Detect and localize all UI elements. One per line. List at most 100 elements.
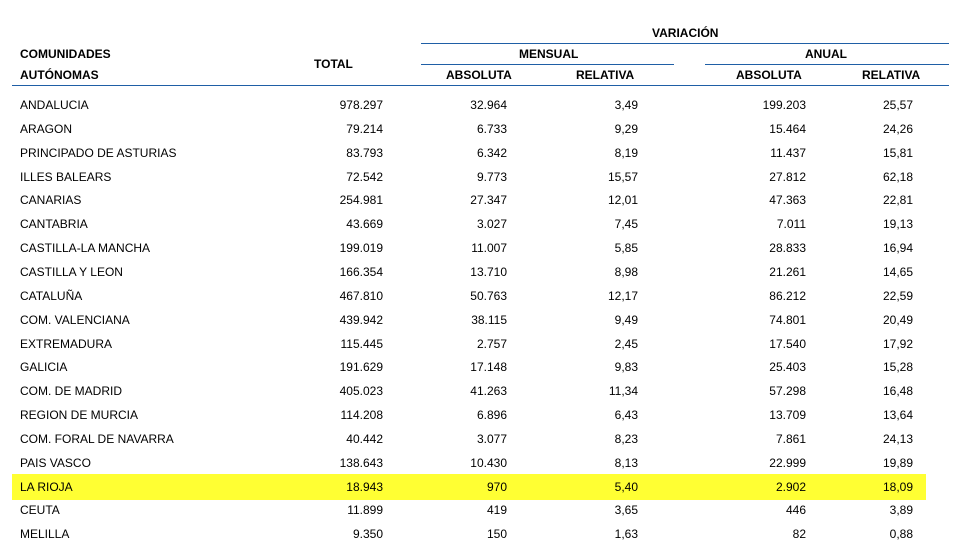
cell-anual-absoluta: 199.203: [762, 98, 806, 112]
cell-anual-relativa: 0,88: [889, 527, 913, 541]
cell-anual-absoluta: 21.261: [769, 265, 806, 279]
variacion-rule: [421, 43, 949, 44]
cell-mensual-absoluta: 11.007: [471, 241, 507, 255]
cell-mensual-relativa: 12,01: [607, 193, 638, 207]
cell-mensual-absoluta: 2.757: [476, 337, 507, 351]
cell-anual-absoluta: 82: [792, 527, 806, 541]
cell-comunidad: CASTILLA-LA MANCHA: [20, 241, 151, 255]
cell-anual-absoluta: 17.540: [769, 337, 806, 351]
cell-anual-absoluta: 47.363: [769, 193, 806, 207]
cell-anual-relativa: 24,26: [882, 122, 913, 136]
cell-anual-absoluta: 2.902: [775, 480, 806, 494]
cell-anual-relativa: 22,59: [882, 289, 913, 303]
cell-comunidad: GALICIA: [20, 360, 68, 374]
anual-absoluta-header: ABSOLUTA: [736, 68, 802, 82]
mensual-rule: [421, 64, 674, 65]
variacion-header: VARIACIÓN: [652, 26, 719, 40]
cell-comunidad: COM. DE MADRID: [20, 384, 122, 398]
cell-anual-absoluta: 7.011: [776, 217, 806, 231]
cell-mensual-absoluta: 13.710: [470, 265, 507, 279]
cell-mensual-relativa: 1,63: [614, 527, 638, 541]
cell-comunidad: CASTILLA Y LEON: [20, 265, 123, 279]
cell-mensual-relativa: 9,49: [614, 313, 638, 327]
cell-anual-absoluta: 22.999: [769, 456, 806, 470]
cell-total: 40.442: [346, 432, 383, 446]
cell-total: 978.297: [339, 98, 383, 112]
cell-total: 83.793: [346, 146, 383, 160]
cell-total: 191.629: [339, 360, 383, 374]
highlight-bar: [12, 474, 926, 500]
cell-mensual-absoluta: 6.896: [476, 408, 507, 422]
cell-anual-absoluta: 86.212: [769, 289, 806, 303]
cell-total: 405.023: [339, 384, 383, 398]
cell-mensual-relativa: 8,98: [614, 265, 638, 279]
anual-header: ANUAL: [805, 47, 847, 61]
cell-total: 43.669: [346, 217, 383, 231]
cell-anual-absoluta: 11.437: [770, 146, 806, 160]
cell-mensual-absoluta: 150: [486, 527, 507, 541]
cell-total: 79.214: [346, 122, 383, 136]
cell-mensual-relativa: 7,45: [614, 217, 638, 231]
cell-mensual-absoluta: 6.733: [476, 122, 507, 136]
cell-mensual-absoluta: 38.115: [471, 313, 507, 327]
cell-total: 114.208: [340, 408, 384, 422]
cell-comunidad: CANARIAS: [20, 193, 82, 207]
cell-total: 467.810: [339, 289, 383, 303]
cell-anual-relativa: 20,49: [882, 313, 913, 327]
cell-mensual-relativa: 5,40: [614, 480, 638, 494]
cell-anual-relativa: 16,48: [882, 384, 913, 398]
cell-comunidad: ANDALUCIA: [20, 98, 89, 112]
cell-comunidad: PAIS VASCO: [20, 456, 91, 470]
cell-anual-relativa: 15,28: [882, 360, 913, 374]
cell-mensual-relativa: 8,19: [614, 146, 638, 160]
header-bottom-rule: [12, 85, 949, 86]
cell-anual-relativa: 17,92: [882, 337, 913, 351]
anual-relativa-header: RELATIVA: [862, 68, 921, 82]
cell-mensual-relativa: 12,17: [607, 289, 638, 303]
total-header: TOTAL: [314, 57, 353, 71]
cell-anual-relativa: 14,65: [882, 265, 913, 279]
mensual-relativa-header: RELATIVA: [576, 68, 635, 82]
cell-mensual-absoluta: 6.342: [476, 146, 507, 160]
cell-comunidad: ILLES BALEARS: [20, 170, 112, 184]
cell-mensual-absoluta: 41.263: [470, 384, 507, 398]
cell-anual-absoluta: 446: [785, 503, 806, 517]
cell-mensual-relativa: 6,43: [614, 408, 638, 422]
cell-mensual-relativa: 5,85: [614, 241, 638, 255]
cell-anual-absoluta: 15.464: [769, 122, 806, 136]
cell-total: 18.943: [346, 480, 383, 494]
cell-anual-relativa: 24,13: [882, 432, 913, 446]
cell-comunidad: COM. VALENCIANA: [20, 313, 130, 327]
cell-mensual-relativa: 3,49: [614, 98, 638, 112]
cell-mensual-relativa: 3,65: [614, 503, 638, 517]
mensual-header: MENSUAL: [519, 47, 579, 61]
cell-anual-relativa: 3,89: [889, 503, 913, 517]
cell-anual-absoluta: 27.812: [769, 170, 806, 184]
cell-anual-absoluta: 13.709: [769, 408, 806, 422]
cell-total: 138.643: [339, 456, 383, 470]
cell-anual-relativa: 18,09: [882, 480, 913, 494]
cell-anual-relativa: 19,13: [882, 217, 913, 231]
cell-mensual-absoluta: 3.027: [476, 217, 507, 231]
cell-mensual-relativa: 8,23: [614, 432, 638, 446]
cell-comunidad: MELILLA: [20, 527, 70, 541]
cell-mensual-relativa: 15,57: [607, 170, 638, 184]
cell-mensual-absoluta: 17.148: [470, 360, 507, 374]
cell-comunidad: CATALUÑA: [20, 289, 83, 303]
cell-anual-relativa: 13,64: [882, 408, 913, 422]
cell-comunidad: ARAGON: [20, 122, 73, 136]
cell-anual-relativa: 19,89: [882, 456, 913, 470]
cell-mensual-absoluta: 27.347: [470, 193, 507, 207]
cell-mensual-absoluta: 3.077: [476, 432, 507, 446]
cell-total: 439.942: [339, 313, 383, 327]
cell-mensual-absoluta: 9.773: [476, 170, 507, 184]
cell-anual-absoluta: 7.861: [775, 432, 806, 446]
cell-comunidad: CANTABRIA: [20, 217, 88, 231]
cell-mensual-absoluta: 970: [486, 480, 507, 494]
cell-comunidad: COM. FORAL DE NAVARRA: [20, 432, 174, 446]
cell-anual-relativa: 16,94: [882, 241, 913, 255]
cell-anual-absoluta: 74.801: [769, 313, 806, 327]
cell-mensual-absoluta: 419: [486, 503, 507, 517]
cell-total: 166.354: [339, 265, 383, 279]
cell-comunidad: EXTREMADURA: [20, 337, 113, 351]
